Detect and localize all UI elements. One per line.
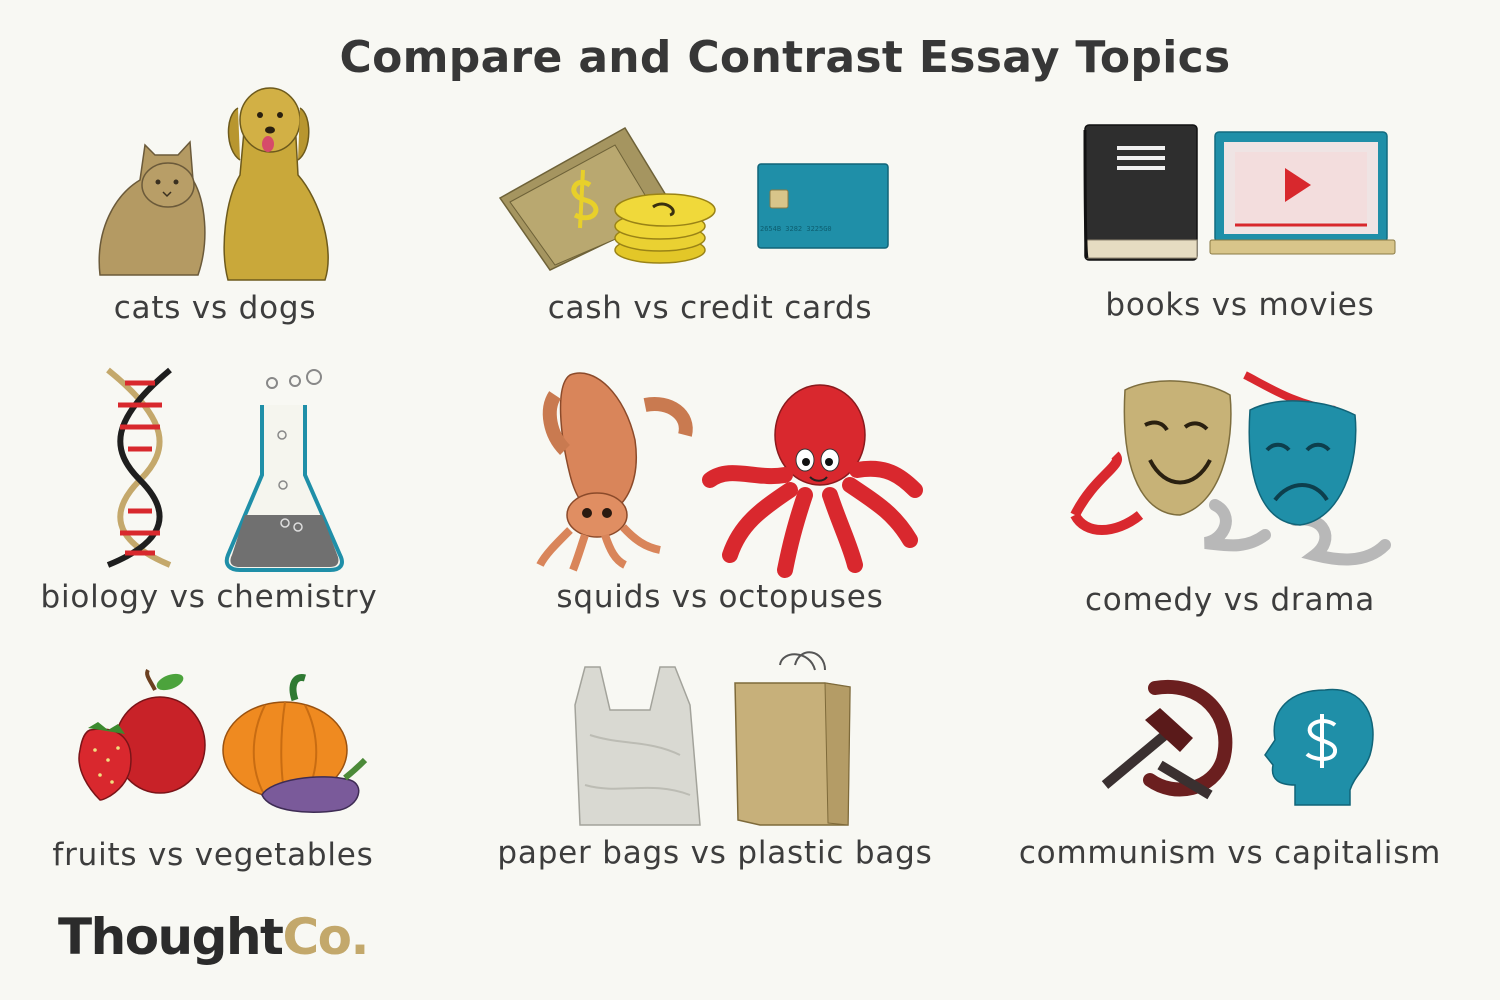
comedy-mask-icon	[1070, 380, 1232, 535]
octopus-icon	[702, 384, 923, 578]
hammer-sickle-icon	[1101, 679, 1233, 800]
topic-communism-vs-capitalism: communism vs capitalism	[995, 660, 1465, 940]
topic-label: paper bags vs plastic bags	[497, 835, 933, 871]
topic-label: cats vs dogs	[113, 290, 317, 326]
topic-label: cash vs credit cards	[547, 290, 873, 326]
plastic-bag-icon	[574, 666, 701, 826]
card-number: 2654B 3282 3225G0	[760, 225, 832, 233]
topic-label: books vs movies	[1105, 287, 1375, 323]
topic-cats-vs-dogs: cats vs dogs	[0, 80, 470, 360]
topic-label: fruits vs vegetables	[52, 837, 374, 873]
topic-fruits-vs-vegetables: fruits vs vegetables	[0, 660, 470, 940]
topic-label: communism vs capitalism	[1018, 835, 1442, 871]
topic-cash-vs-credit-cards: 2654B 3282 3225G0 cash vs credit cards	[475, 80, 945, 360]
paper-bag-icon	[734, 651, 851, 826]
dog-icon	[223, 87, 329, 281]
topic-label: biology vs chemistry	[40, 579, 378, 615]
dna-icon	[106, 367, 172, 568]
squid-icon	[536, 372, 693, 572]
topic-books-vs-movies: books vs movies	[1005, 80, 1475, 360]
cash-icon	[498, 126, 716, 271]
cat-icon	[98, 140, 206, 276]
topic-squids-vs-octopuses: squids vs octopuses	[485, 365, 955, 645]
pumpkin-eggplant-icon	[222, 674, 368, 813]
thoughtco-logo: ThoughtCo.	[58, 908, 369, 966]
dollar-head-icon	[1264, 688, 1374, 806]
topic-comedy-vs-drama: comedy vs drama	[995, 365, 1465, 645]
logo-thought: Thought	[58, 908, 284, 966]
topic-label: squids vs octopuses	[556, 579, 884, 615]
topic-label: comedy vs drama	[1084, 582, 1376, 618]
tragedy-mask-icon	[1203, 371, 1391, 566]
logo-co: Co.	[282, 908, 369, 966]
flask-icon	[224, 369, 344, 572]
topic-biology-vs-chemistry: biology vs chemistry	[0, 365, 470, 645]
page-title: Compare and Contrast Essay Topics	[339, 32, 1231, 83]
apple-strawberry-icon	[78, 668, 206, 801]
book-icon	[1083, 124, 1198, 261]
credit-card-icon: 2654B 3282 3225G0	[757, 163, 889, 249]
laptop-video-icon	[1209, 131, 1396, 255]
topic-paper-vs-plastic-bags: paper bags vs plastic bags	[480, 645, 950, 925]
